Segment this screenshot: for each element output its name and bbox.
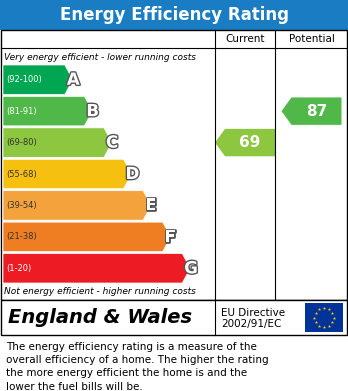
- Text: (55-68): (55-68): [6, 170, 37, 179]
- Text: Very energy efficient - lower running costs: Very energy efficient - lower running co…: [4, 54, 196, 63]
- Text: (81-91): (81-91): [6, 107, 37, 116]
- Text: Not energy efficient - higher running costs: Not energy efficient - higher running co…: [4, 287, 196, 296]
- Text: 87: 87: [306, 104, 327, 118]
- Bar: [1, 30, 347, 300]
- Polygon shape: [3, 159, 132, 189]
- Text: F: F: [165, 228, 176, 246]
- Text: EU Directive: EU Directive: [221, 307, 285, 317]
- Polygon shape: [3, 65, 73, 95]
- Text: Energy Efficiency Rating: Energy Efficiency Rating: [60, 6, 288, 24]
- Text: The energy efficiency rating is a measure of the
overall efficiency of a home. T: The energy efficiency rating is a measur…: [6, 342, 269, 391]
- Text: (69-80): (69-80): [6, 138, 37, 147]
- Text: Current: Current: [225, 34, 265, 44]
- Text: (39-54): (39-54): [6, 201, 37, 210]
- Text: D: D: [126, 165, 139, 183]
- Polygon shape: [3, 128, 112, 157]
- Polygon shape: [282, 97, 341, 125]
- Text: A: A: [67, 71, 80, 89]
- Polygon shape: [3, 97, 92, 126]
- Text: England & Wales: England & Wales: [8, 308, 192, 327]
- Text: C: C: [106, 134, 118, 152]
- Bar: [0, 0, 348, 30]
- Text: (92-100): (92-100): [6, 75, 42, 84]
- Polygon shape: [3, 222, 171, 251]
- Bar: [305, 303, 343, 332]
- Text: (1-20): (1-20): [6, 264, 31, 273]
- Text: 2002/91/EC: 2002/91/EC: [221, 319, 282, 330]
- Text: (21-38): (21-38): [6, 232, 37, 241]
- Polygon shape: [215, 129, 275, 156]
- Text: G: G: [184, 259, 198, 277]
- Polygon shape: [3, 254, 190, 283]
- Text: 69: 69: [239, 135, 261, 150]
- Text: Potential: Potential: [288, 34, 334, 44]
- Text: B: B: [86, 102, 99, 120]
- Text: E: E: [145, 196, 157, 214]
- Bar: [1, 300, 347, 335]
- Polygon shape: [3, 191, 151, 220]
